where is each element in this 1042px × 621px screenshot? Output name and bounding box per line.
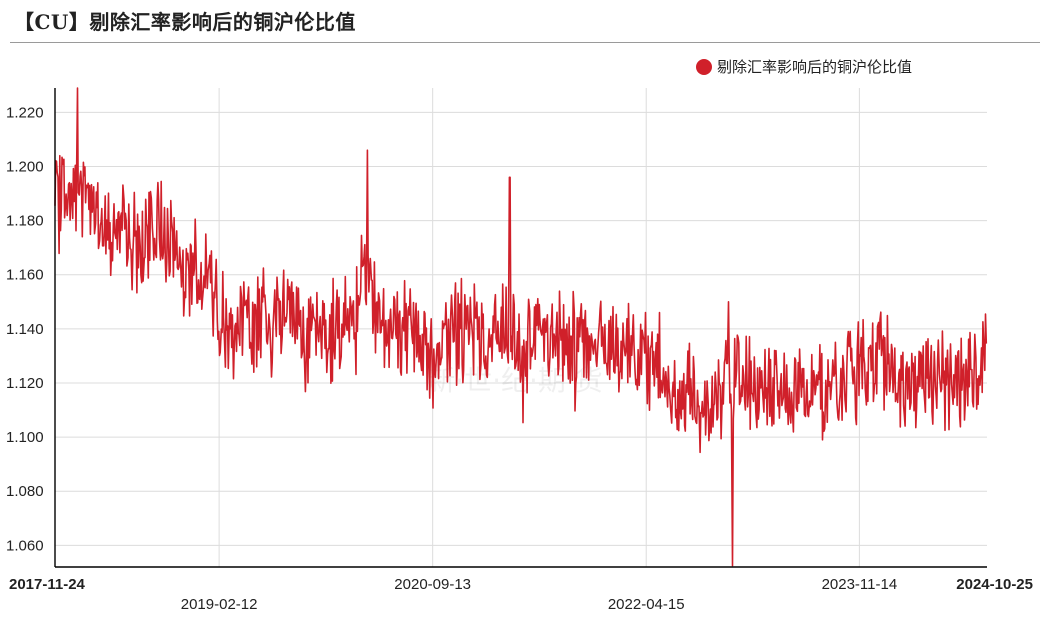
page-title: 【CU】剔除汇率影响后的铜沪伦比值: [14, 10, 356, 34]
y-tick-label: 1.080: [6, 483, 44, 500]
y-tick-label: 1.120: [6, 375, 44, 392]
series-layer: [54, 87, 988, 567]
y-tick-label: 1.220: [6, 104, 44, 121]
y-tick-labels: 1.060 1.080 1.100 1.120 1.140 1.160 1.180 1.200…: [6, 104, 44, 554]
series-line: [54, 87, 988, 567]
x-tick-label: 2020-09-13: [394, 576, 471, 593]
legend-label: 剔除汇率影响后的铜沪伦比值: [717, 58, 913, 76]
y-tick-label: 1.140: [6, 321, 44, 338]
y-tick-label: 1.160: [6, 267, 44, 284]
title-divider: [10, 42, 1040, 43]
x-tick-label: 2022-04-15: [608, 596, 685, 613]
x-tick-label: 2023-11-14: [822, 576, 898, 593]
y-tick-label: 1.200: [6, 158, 44, 175]
legend: 剔除汇率影响后的铜沪伦比值: [696, 56, 912, 77]
y-tick-label: 1.060: [6, 537, 44, 554]
y-tick-label: 1.180: [6, 213, 44, 230]
x-tick-labels: 2017-11-24 2019-02-12 2020-09-13 2022-04-15…: [9, 576, 1033, 613]
legend-marker: [696, 58, 712, 75]
x-tick-label: 2019-02-12: [181, 596, 258, 613]
x-tick-label: 2017-11-24: [9, 576, 86, 593]
x-tick-label: 2024-10-25: [956, 576, 1033, 593]
y-tick-label: 1.100: [6, 429, 44, 446]
axes: [54, 88, 987, 568]
grid-lines: [55, 88, 987, 567]
